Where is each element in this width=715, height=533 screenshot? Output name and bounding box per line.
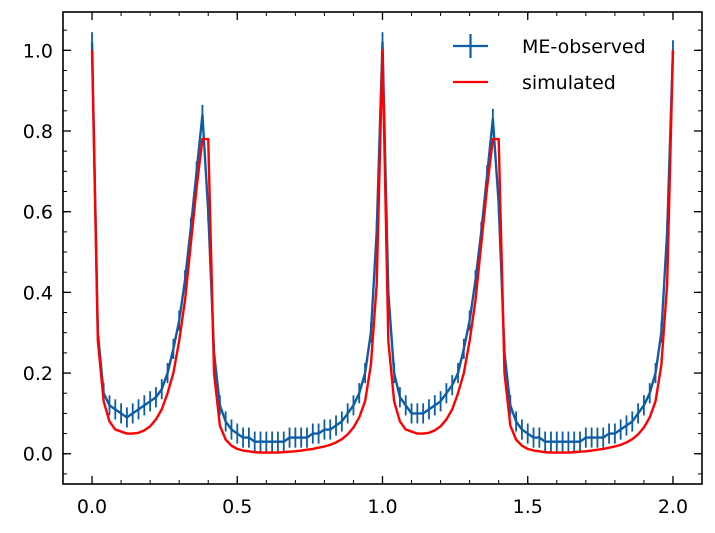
legend-entry-observed: ME-observed xyxy=(453,34,646,58)
legend-label-simulated: simulated xyxy=(522,72,616,94)
plot-area xyxy=(90,32,675,454)
y-tick-label: 0.8 xyxy=(23,121,53,143)
x-tick-label: 0.0 xyxy=(77,496,107,518)
plot-frame xyxy=(62,11,703,485)
legend: ME-observed simulated xyxy=(453,34,646,94)
series-simulated xyxy=(90,49,675,454)
series-observed xyxy=(90,32,675,452)
y-tick-label: 0.6 xyxy=(23,202,53,224)
series-line xyxy=(90,49,675,454)
y-tick-label: 1.0 xyxy=(23,40,53,62)
y-axis-ticks: 0.0 0.2 0.4 0.6 0.8 1.0 xyxy=(23,29,702,475)
x-axis-ticks: 0.0 0.5 1.0 1.5 2.0 xyxy=(62,12,703,518)
x-tick-label: 0.5 xyxy=(222,496,252,518)
y-tick-label: 0.2 xyxy=(23,363,53,385)
y-tick-label: 0.0 xyxy=(23,444,53,466)
legend-label-observed: ME-observed xyxy=(522,36,646,58)
x-tick-label: 2.0 xyxy=(658,496,688,518)
legend-entry-simulated: simulated xyxy=(453,72,616,94)
x-tick-label: 1.5 xyxy=(513,496,543,518)
y-tick-label: 0.4 xyxy=(23,282,53,304)
x-tick-label: 1.0 xyxy=(367,496,397,518)
